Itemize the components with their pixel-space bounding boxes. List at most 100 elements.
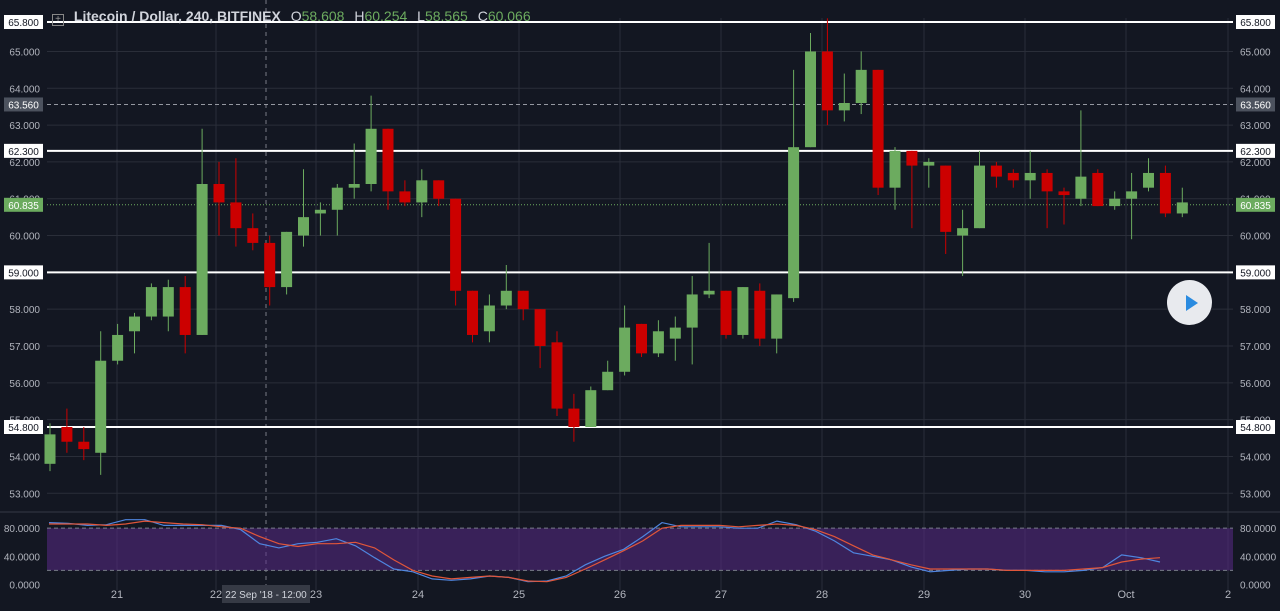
stoch-tick-label-left: 80.0000 (4, 524, 41, 535)
candle (213, 161, 225, 236)
stoch-tick-label-left: 40.0000 (4, 552, 41, 563)
level-tag-left: 59.000 (4, 265, 43, 280)
level-tag-left: 63.560 (4, 97, 43, 112)
level-tag-box (1236, 420, 1275, 434)
candle-body (585, 390, 597, 427)
candle (1143, 158, 1154, 192)
candle (467, 290, 478, 343)
candle (754, 283, 766, 346)
price-tick-label-left: 64.000 (9, 84, 40, 95)
candle (1126, 172, 1138, 240)
candle (1058, 187, 1070, 225)
candle (636, 323, 647, 358)
candle-body (923, 161, 935, 166)
candle (872, 69, 884, 196)
price-tick-label-right: 65.000 (1240, 47, 1271, 58)
price-tick-label-right: 57.000 (1240, 342, 1271, 353)
candle (957, 209, 969, 277)
candle-body (331, 187, 343, 210)
candle-body (517, 290, 529, 310)
current-price-tag-box (4, 197, 43, 212)
candle (61, 408, 73, 453)
candle-body (957, 228, 969, 236)
price-tick-label-right: 56.000 (1240, 379, 1271, 390)
candle-body (314, 209, 326, 214)
candle (889, 147, 901, 210)
play-button[interactable] (1167, 280, 1212, 325)
level-tag-text: 65.800 (1240, 18, 1271, 29)
candle (517, 290, 529, 321)
candle-body (906, 150, 918, 166)
candle-body (669, 327, 681, 339)
candle-body (95, 360, 107, 453)
open-label: O (290, 8, 302, 24)
candle-body (500, 290, 512, 306)
candle-body (416, 180, 428, 203)
crosshair-time-label: 22 Sep '18 - 12:00 (222, 585, 310, 603)
price-tick-label-left: 60.000 (9, 232, 40, 243)
candle (821, 18, 833, 126)
candle (44, 423, 56, 472)
candle (1092, 169, 1104, 207)
candle-body (1058, 191, 1070, 196)
candle (1075, 110, 1087, 207)
candle (365, 95, 377, 192)
level-tag-box (4, 265, 43, 280)
candle-body (551, 342, 563, 409)
candle (264, 235, 276, 306)
candle-body (129, 316, 140, 332)
time-tick-label: 21 (111, 589, 123, 601)
candle (906, 150, 918, 229)
candle-body (619, 327, 631, 372)
close-value: 60.066 (487, 8, 531, 24)
candle (483, 294, 495, 343)
horizontal-levels[interactable] (47, 21, 1233, 428)
time-axis: 21 22 23 24 25 26 27 28 29 30 Oct 2 22 Sep '18 - 12:… (111, 585, 1231, 603)
candle-body (1126, 191, 1138, 199)
candle (551, 331, 563, 416)
symbol-title[interactable]: Litecoin / Dollar, 240, BITFINEX (73, 8, 281, 24)
candle-body (365, 128, 377, 184)
candle (129, 312, 140, 354)
candle (433, 180, 445, 207)
candle-body (145, 287, 157, 317)
price-tick-label-left: 58.000 (9, 305, 40, 316)
current-price-tag-box (1236, 197, 1275, 212)
level-tag-text: 65.800 (8, 18, 39, 29)
candle-body (112, 334, 124, 361)
candle (855, 51, 867, 115)
candle (923, 158, 935, 188)
grid (0, 0, 1280, 590)
price-tick-label-right: 64.000 (1240, 84, 1271, 95)
stochastic-lines (48, 519, 1161, 583)
expand-icon[interactable]: + (52, 14, 64, 26)
price-tick-label-left: 56.000 (9, 379, 40, 390)
candle (1007, 169, 1019, 188)
candle-body (179, 287, 191, 335)
candle-body (467, 290, 478, 335)
candle-body (1159, 172, 1171, 214)
price-tick-label-right: 54.000 (1240, 452, 1271, 463)
level-tag-left: 54.800 (4, 420, 43, 434)
candle (348, 143, 360, 199)
current-price-tag-text: 60.835 (8, 201, 39, 212)
candle (703, 242, 715, 299)
price-axis: 53.00053.00054.00054.00055.00055.00056.0… (4, 15, 1277, 591)
chart-legend: + Litecoin / Dollar, 240, BITFINEX O58.6… (52, 8, 531, 26)
crosshair-label-box (222, 585, 310, 603)
stochastic-band (47, 527, 1233, 571)
open-value: 58.608 (301, 8, 345, 24)
play-icon (1186, 295, 1198, 311)
candle-body (636, 323, 647, 354)
level-tag-text: 62.300 (8, 147, 39, 158)
current-price-tag-left: 60.835 (4, 197, 43, 212)
level-tag-right: 62.300 (1236, 143, 1275, 158)
candle-body (1176, 202, 1188, 214)
candle-body (990, 165, 1002, 177)
candle-body (399, 191, 411, 203)
price-tick-label-right: 63.000 (1240, 121, 1271, 132)
stoch-tick-label-right: 40.0000 (1240, 552, 1277, 563)
candle (771, 294, 783, 354)
